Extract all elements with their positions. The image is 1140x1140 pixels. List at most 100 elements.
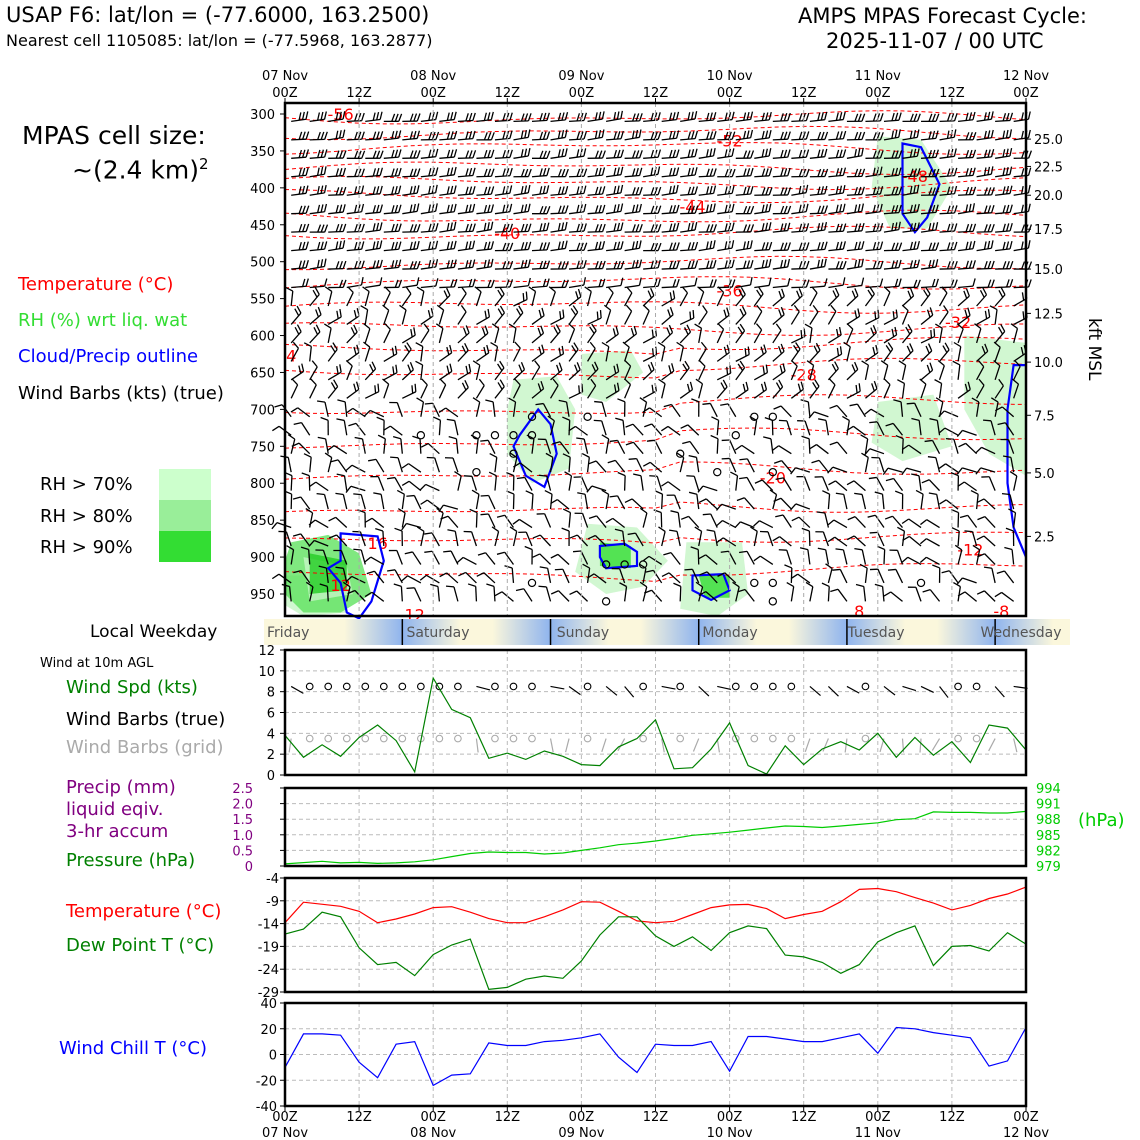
wind-barb — [439, 130, 458, 141]
temperature-tick-label: -9 — [266, 895, 279, 910]
wind-barb-flag — [902, 535, 910, 542]
wind-barb-flag — [372, 241, 376, 250]
wind-barb-flag — [646, 439, 655, 442]
wind-barb — [883, 167, 902, 178]
wind-barb — [397, 508, 406, 528]
wind-barb-flag — [783, 242, 788, 251]
wind-barb-flag — [750, 167, 754, 176]
wind-barb-flag — [790, 467, 797, 475]
wind-barb-flag — [977, 553, 985, 558]
wind-barb-shaft — [717, 155, 733, 159]
wind-barb-flag — [895, 434, 904, 440]
wind-barb — [1013, 240, 1031, 252]
wind-barb-flag — [777, 346, 783, 354]
wind-barb-flag — [743, 150, 748, 159]
wind-barb-flag — [339, 308, 342, 318]
wind-barb-flag — [468, 241, 472, 250]
wind-barb — [790, 573, 811, 584]
wind-barb — [364, 556, 385, 566]
wind-barb — [846, 288, 859, 307]
wind-barb-shaft — [632, 441, 644, 455]
wind-barb-flag — [382, 304, 390, 311]
wind-barb-shaft — [587, 230, 603, 233]
wind-barb-flag — [739, 323, 746, 332]
wind-barb — [976, 111, 994, 123]
wind-barb-flag — [945, 437, 954, 440]
wind-barb-shaft — [689, 441, 700, 455]
wind-barb-flag — [910, 288, 915, 297]
wind-barb-flag — [392, 436, 402, 440]
precip-tick-label: 1.0 — [232, 829, 253, 844]
wind-barb-shaft — [652, 570, 663, 584]
wind-barb-flag — [305, 167, 309, 176]
wind-barb-flag — [409, 204, 413, 213]
wind-barb — [337, 399, 348, 417]
wind-barb — [974, 323, 982, 344]
wind-barb-flag — [842, 223, 847, 232]
wind-barb — [753, 323, 763, 344]
wind-barb-flag — [843, 341, 851, 348]
wind-barb — [365, 131, 384, 141]
wind-barb-flag — [386, 476, 396, 480]
wind-barb-flag — [435, 184, 438, 193]
wind-barb-flag — [339, 187, 343, 196]
wind-barb-shaft — [939, 136, 955, 141]
cloud-outline — [691, 572, 731, 602]
wind-barb — [401, 362, 414, 381]
wind-barb-flag — [472, 397, 481, 403]
calm-circle-true — [398, 682, 407, 691]
wind-barb-flag — [436, 507, 444, 514]
wind-barb-shaft — [624, 365, 632, 381]
wind-barb — [439, 149, 458, 159]
wind-barb-shaft — [327, 386, 339, 399]
wind-barb-flag — [965, 132, 970, 141]
wind-barb-flag — [990, 111, 994, 120]
wind-barb-flag — [601, 150, 606, 159]
wind-barb — [401, 327, 416, 344]
wind-barb-shaft — [936, 494, 941, 510]
wind-barb-flag — [956, 323, 964, 330]
wind-barb-shaft — [864, 293, 875, 307]
wind-barb-flag — [736, 497, 745, 502]
wind-barb-flag — [542, 278, 547, 287]
wind-barb-flag — [1002, 167, 1006, 176]
wind-barb — [989, 305, 998, 325]
wind-barb-shaft — [519, 462, 533, 473]
wind-barb-shaft — [698, 138, 714, 141]
wind-barb-flag — [675, 111, 680, 120]
calm-circle-grid — [324, 734, 333, 743]
wind-barb-flag — [317, 436, 326, 440]
wind-barb-flag — [787, 222, 791, 231]
wind-barb-flag — [956, 467, 963, 475]
wind-barb-flag — [968, 241, 972, 250]
wind-barb-true — [920, 685, 934, 694]
wind-barb-shaft — [846, 368, 859, 381]
wind-barb — [454, 471, 462, 491]
wind-barb — [846, 425, 866, 436]
wind-barb — [811, 459, 829, 473]
wind-barb-flag — [409, 261, 414, 270]
calm-circle-true — [324, 682, 333, 691]
wind-barb-flag — [398, 185, 402, 194]
wind-barb-flag — [864, 408, 872, 415]
wind-barb-shaft — [623, 475, 626, 491]
wind-barb — [535, 402, 552, 418]
wind-barb-shaft — [642, 354, 657, 362]
wind-barb-flag — [638, 277, 642, 286]
wind-barb-flag — [353, 493, 362, 496]
wind-barb-flag — [768, 111, 772, 121]
wind-barb — [353, 493, 366, 510]
wind-barb-shaft — [369, 409, 385, 418]
wind-barb-flag — [324, 452, 333, 459]
wind-barb-shaft — [754, 229, 770, 233]
wind-barb-shaft — [587, 118, 603, 123]
wind-barb-flag — [520, 149, 524, 158]
wind-barb-shaft — [716, 372, 731, 381]
wind-barb-flag — [298, 168, 302, 177]
wind-barb-flag — [561, 345, 565, 354]
wind-barb-flag — [726, 307, 730, 316]
wind-barb — [846, 203, 865, 215]
wind-barb-flag — [650, 167, 654, 176]
wind-barb-flag — [851, 364, 856, 373]
wind-barb-flag — [731, 185, 735, 194]
